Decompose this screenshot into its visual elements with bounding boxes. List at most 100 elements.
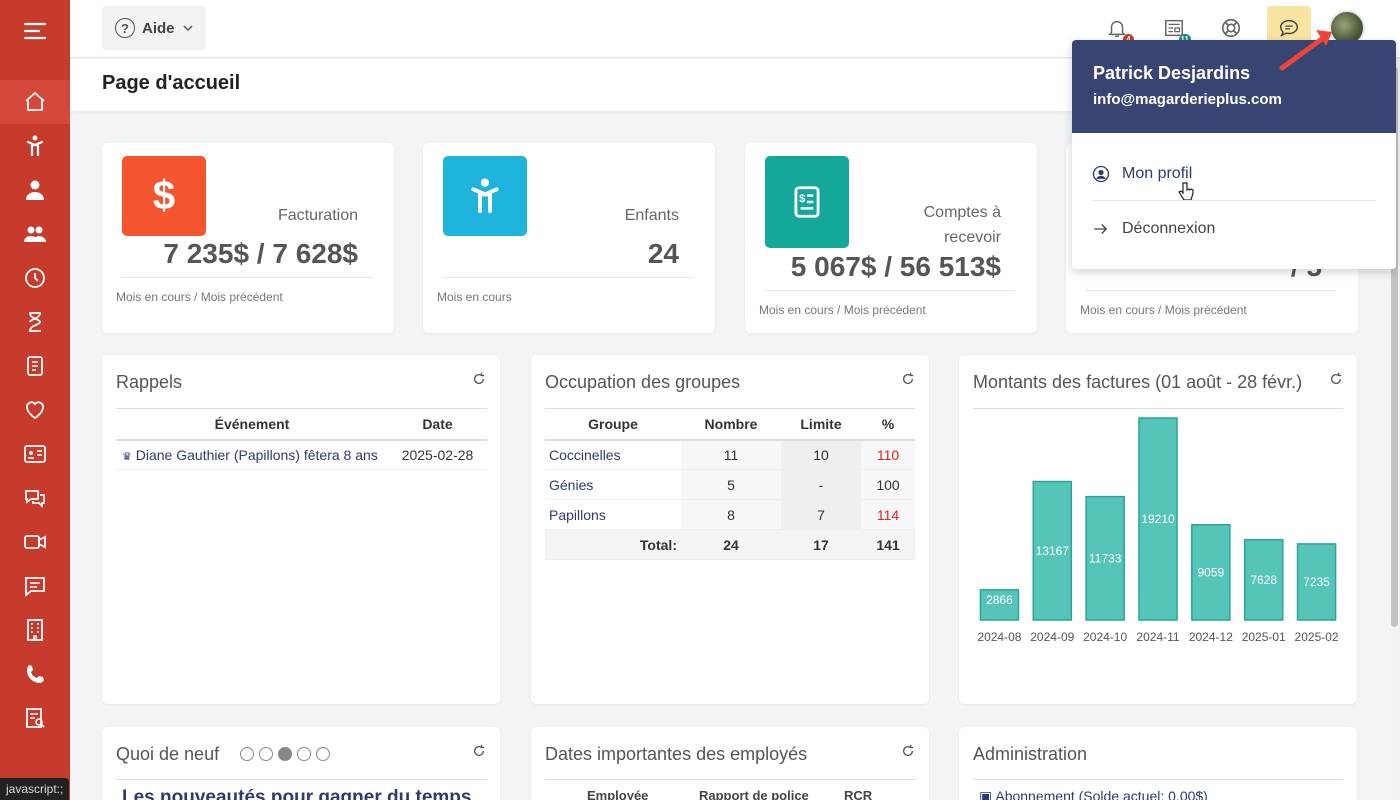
sidebar-item-video[interactable] — [0, 520, 70, 564]
chart-bar[interactable] — [979, 589, 1020, 621]
chart-value-label: 13167 — [1036, 544, 1070, 558]
panel-title: Rappels — [116, 372, 183, 392]
page-title: Page d'accueil — [102, 72, 241, 94]
col-header: % — [861, 408, 915, 441]
user-email: info@magarderieplus.com — [1093, 91, 1282, 108]
col-header: Rapport de police — [699, 788, 809, 800]
col-header: Employée — [587, 788, 649, 800]
user-name: Patrick Desjardins — [1093, 63, 1251, 83]
panel-title: Dates importantes des employés — [545, 744, 808, 764]
group-limit: - — [781, 469, 861, 500]
scrollbar-thumb[interactable] — [1391, 67, 1398, 627]
chart-value-label: 7235 — [1303, 575, 1330, 589]
stat-footer: Mois en cours — [437, 290, 512, 304]
stat-card-billing[interactable]: $ Facturation 7 235$ / 7 628$ Mois en co… — [102, 143, 394, 333]
sidebar-item-home[interactable] — [0, 80, 70, 124]
chart-bar[interactable] — [1243, 539, 1284, 621]
carousel-dot-active[interactable] — [278, 746, 292, 761]
col-header: Événement — [116, 408, 388, 441]
status-url: javascript:; — [0, 778, 70, 800]
group-link[interactable]: Papillons — [545, 499, 681, 530]
invoice-icon: $ — [765, 156, 849, 248]
group-pct: 100 — [861, 469, 915, 500]
group-link[interactable]: Génies — [545, 469, 681, 500]
users-icon — [24, 226, 46, 242]
user-icon — [26, 180, 44, 200]
col-header: Limite — [781, 408, 861, 441]
sidebar-item-attendance[interactable] — [0, 256, 70, 300]
refresh-icon[interactable] — [1329, 372, 1343, 386]
help-button[interactable]: ? Aide — [102, 6, 206, 50]
menu-toggle-button[interactable] — [0, 0, 70, 62]
chat-bubbles-icon — [25, 490, 45, 509]
invoice-icon — [27, 356, 43, 376]
child-icon — [443, 156, 527, 236]
chart-category-label: 2024-10 — [1083, 630, 1127, 644]
carousel-dot[interactable] — [259, 746, 273, 761]
home-icon — [25, 92, 45, 111]
hand-cursor-icon — [1178, 182, 1194, 201]
invoice-chart-panel: Montants des factures (01 août - 28 févr… — [959, 355, 1357, 704]
news-headline[interactable]: Les nouveautés pour gagner du temps — [122, 787, 472, 800]
support-button[interactable] — [1217, 14, 1245, 42]
building-icon — [27, 619, 43, 641]
refresh-icon[interactable] — [472, 744, 486, 758]
news-button[interactable]: 11 — [1160, 14, 1191, 45]
news-panel: Quoi de neuf Les nouveautés pour gagner … — [102, 727, 500, 800]
sidebar-item-reports[interactable] — [0, 696, 70, 740]
group-count: 5 — [681, 469, 781, 500]
sidebar-item-building[interactable] — [0, 608, 70, 652]
chart-bar[interactable] — [1138, 417, 1178, 621]
invoice-bar-chart: 2866 2024-08 13167 2024-09 11733 2024-10 19210… — [977, 417, 1339, 644]
chart-bar[interactable] — [1032, 480, 1073, 621]
sidebar-item-cards[interactable] — [0, 432, 70, 476]
group-link[interactable]: Coccinelles — [545, 439, 681, 470]
my-profile-link[interactable]: Mon profil — [1092, 154, 1376, 194]
sidebar-item-billing[interactable] — [0, 344, 70, 388]
dollar-icon: $ — [122, 156, 206, 236]
chart-value-label: 2866 — [986, 593, 1013, 607]
chart-bar[interactable] — [1191, 523, 1231, 621]
chart-bar[interactable] — [1296, 543, 1337, 621]
stat-footer: Mois en cours / Mois précédent — [759, 303, 926, 317]
table-row: Génies 5 - 100 — [545, 469, 915, 500]
refresh-icon[interactable] — [901, 744, 915, 758]
page-scrollbar[interactable] — [1389, 59, 1400, 800]
child-icon — [26, 135, 44, 157]
total-row: Total: 24 17 141 — [545, 529, 915, 560]
group-limit: 10 — [781, 439, 861, 470]
stat-card-children[interactable]: Enfants 24 Mois en cours — [423, 143, 715, 333]
logout-link[interactable]: Déconnexion — [1092, 209, 1376, 249]
chart-value-label: 19210 — [1141, 512, 1175, 526]
occupation-panel: Occupation des groupes Groupe Nombre Lim… — [531, 355, 929, 704]
sidebar-item-messages[interactable] — [0, 476, 70, 520]
carousel-dot[interactable] — [316, 746, 330, 761]
panel-title: Occupation des groupes — [545, 372, 741, 392]
carousel-dot[interactable] — [297, 746, 311, 761]
event-link[interactable]: ♛ Diane Gauthier (Papillons) fêtera 8 an… — [116, 439, 388, 470]
sidebar-item-health[interactable] — [0, 388, 70, 432]
sidebar-item-parents[interactable] — [0, 212, 70, 256]
carousel-dots — [240, 745, 335, 763]
chart-bar[interactable] — [1085, 495, 1125, 621]
subscription-link[interactable]: ▣ Abonnement (Solde actuel: 0,00$) — [979, 788, 1208, 800]
sidebar-item-phone[interactable] — [0, 652, 70, 696]
stat-card-receivables[interactable]: $ Comptes à recevoir 5 067$ / 56 513$ Moi… — [745, 143, 1037, 333]
group-limit: 7 — [781, 499, 861, 530]
chat-icon — [1280, 19, 1298, 37]
lifebuoy-icon — [1221, 18, 1241, 38]
group-pct: 110 — [861, 439, 915, 470]
help-label: Aide — [142, 19, 175, 37]
chart-value-label: 7628 — [1250, 573, 1277, 587]
chart-category-label: 2024-11 — [1136, 630, 1179, 644]
chart-title: Montants des factures (01 août - 28 févr… — [973, 372, 1303, 392]
notifications-button[interactable]: 4 — [1103, 14, 1134, 45]
sidebar-item-staff[interactable] — [0, 168, 70, 212]
sidebar-item-comments[interactable] — [0, 564, 70, 608]
chart-category-label: 2024-08 — [977, 630, 1021, 644]
sidebar-item-children[interactable] — [0, 124, 70, 168]
carousel-dot[interactable] — [240, 746, 254, 761]
refresh-icon[interactable] — [901, 372, 915, 386]
sidebar-item-time[interactable] — [0, 300, 70, 344]
refresh-icon[interactable] — [472, 372, 486, 386]
